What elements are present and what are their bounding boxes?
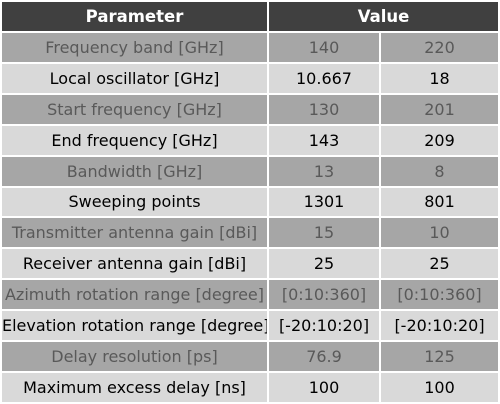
value-cell-1: 1301 bbox=[269, 187, 379, 217]
header-row: Parameter Value bbox=[2, 2, 499, 31]
value-cell-1: 76.9 bbox=[269, 342, 379, 371]
table-row: Local oscillator [GHz] 10.667 18 bbox=[2, 63, 499, 93]
param-cell: Frequency band [GHz] bbox=[2, 33, 267, 62]
value-cell-2: 801 bbox=[381, 187, 499, 217]
param-cell: Local oscillator [GHz] bbox=[2, 63, 267, 93]
param-cell: End frequency [GHz] bbox=[2, 125, 267, 155]
table-row: Bandwidth [GHz] 13 8 bbox=[2, 156, 499, 186]
param-cell: Azimuth rotation range [degree] bbox=[2, 280, 267, 310]
value-cell-2: 8 bbox=[381, 156, 499, 186]
value-cell-1: 143 bbox=[269, 125, 379, 155]
param-cell: Delay resolution [ps] bbox=[2, 342, 267, 371]
param-cell: Elevation rotation range [degree] bbox=[2, 311, 267, 341]
value-cell-1: 130 bbox=[269, 94, 379, 124]
table-row: Start frequency [GHz] 130 201 bbox=[2, 94, 499, 124]
param-cell: Bandwidth [GHz] bbox=[2, 156, 267, 186]
value-cell-1: 10.667 bbox=[269, 63, 379, 93]
table-row: Sweeping points 1301 801 bbox=[2, 187, 499, 217]
param-cell: Receiver antenna gain [dBi] bbox=[2, 249, 267, 279]
header-parameter: Parameter bbox=[2, 2, 267, 31]
param-cell: Sweeping points bbox=[2, 187, 267, 217]
table-row: Delay resolution [ps] 76.9 125 bbox=[2, 342, 499, 371]
value-cell-2: 10 bbox=[381, 218, 499, 248]
value-cell-2: 100 bbox=[381, 372, 499, 402]
value-cell-1: 100 bbox=[269, 372, 379, 402]
value-cell-2: 18 bbox=[381, 63, 499, 93]
table-row: Azimuth rotation range [degree] [0:10:36… bbox=[2, 280, 499, 310]
table-row: Maximum excess delay [ns] 100 100 bbox=[2, 372, 499, 402]
value-cell-2: [0:10:360] bbox=[381, 280, 499, 310]
param-cell: Start frequency [GHz] bbox=[2, 94, 267, 124]
table-body: Frequency band [GHz] 140 220 Local oscil… bbox=[2, 33, 499, 402]
value-cell-1: 140 bbox=[269, 33, 379, 62]
value-cell-1: 25 bbox=[269, 249, 379, 279]
table-row: Elevation rotation range [degree] [-20:1… bbox=[2, 311, 499, 341]
table-row: End frequency [GHz] 143 209 bbox=[2, 125, 499, 155]
table-header: Parameter Value bbox=[2, 2, 499, 31]
param-cell: Transmitter antenna gain [dBi] bbox=[2, 218, 267, 248]
value-cell-2: 220 bbox=[381, 33, 499, 62]
param-cell: Maximum excess delay [ns] bbox=[2, 372, 267, 402]
value-cell-2: 201 bbox=[381, 94, 499, 124]
value-cell-2: 209 bbox=[381, 125, 499, 155]
value-cell-2: [-20:10:20] bbox=[381, 311, 499, 341]
header-value: Value bbox=[269, 2, 499, 31]
value-cell-1: 15 bbox=[269, 218, 379, 248]
value-cell-1: [0:10:360] bbox=[269, 280, 379, 310]
table-row: Receiver antenna gain [dBi] 25 25 bbox=[2, 249, 499, 279]
value-cell-1: [-20:10:20] bbox=[269, 311, 379, 341]
table-row: Transmitter antenna gain [dBi] 15 10 bbox=[2, 218, 499, 248]
value-cell-2: 25 bbox=[381, 249, 499, 279]
value-cell-2: 125 bbox=[381, 342, 499, 371]
table-row: Frequency band [GHz] 140 220 bbox=[2, 33, 499, 62]
value-cell-1: 13 bbox=[269, 156, 379, 186]
